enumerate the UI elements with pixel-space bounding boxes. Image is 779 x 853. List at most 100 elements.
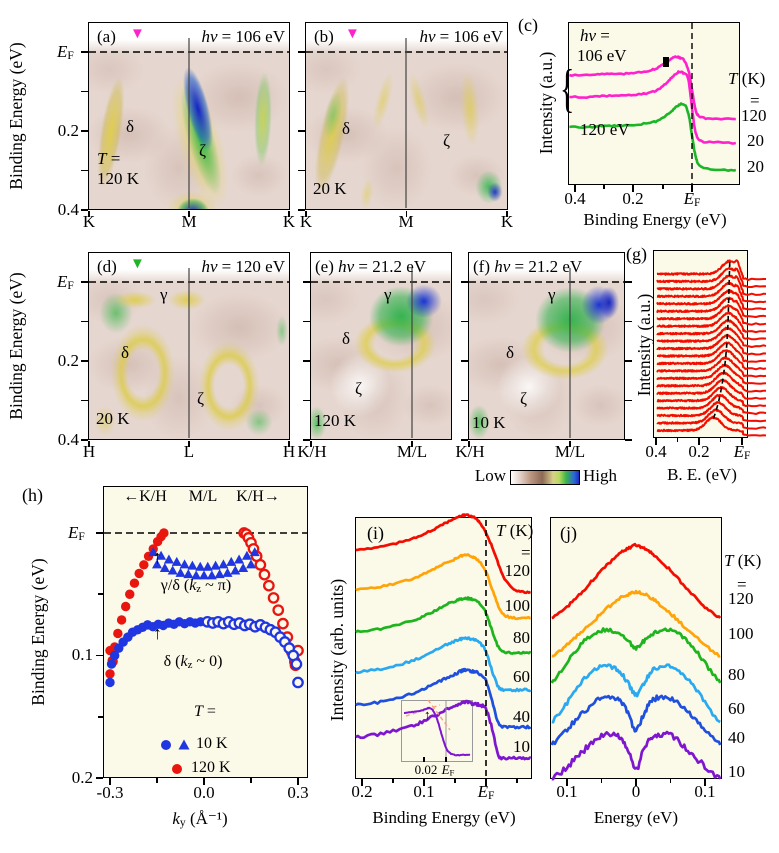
ef-tick-label: EF <box>477 782 495 803</box>
edc-curve-g <box>656 408 767 430</box>
band-label-delta: δ <box>506 343 515 362</box>
band-gradient <box>103 287 167 313</box>
axis-tick <box>297 209 305 211</box>
k-region-label: ←K/H <box>123 488 167 505</box>
panel-a-temp-value: 120 K <box>97 169 140 188</box>
panel-d-id: (d) <box>97 257 117 276</box>
panel-b-hv: hν = 106 eV <box>419 27 503 46</box>
axis-tick <box>98 716 103 718</box>
temp-label: 10 <box>728 762 745 781</box>
panel-e-temp: 120 K <box>314 411 357 430</box>
x-tick-label: M/L <box>396 442 428 461</box>
temp-label: 10 <box>513 737 530 756</box>
panel-h-ylabel: Binding Energy (eV) <box>27 558 48 706</box>
edc-curve-g <box>656 371 767 393</box>
axis-tick <box>625 281 632 283</box>
edc-curve-g <box>656 304 767 326</box>
axis-tick <box>460 281 468 283</box>
band-label-gamma: γ <box>548 285 556 304</box>
axis-tick <box>81 399 88 402</box>
square-marker <box>663 57 669 67</box>
x-tick-label: K/H <box>455 442 485 461</box>
data-point <box>134 568 144 579</box>
data-point <box>254 558 267 571</box>
band-gradient <box>237 401 281 439</box>
band-label-zeta: ζ <box>443 131 451 150</box>
axis-tick <box>423 779 425 786</box>
axis-tick <box>600 779 603 783</box>
edc-curve-g <box>656 319 767 341</box>
axis-tick <box>655 438 657 445</box>
curly-brace: { <box>560 60 575 118</box>
panel-f-temp: 10 K <box>472 413 506 432</box>
axis-tick <box>250 778 252 783</box>
legend-marker-circle-blue <box>161 740 171 750</box>
panel-d-hv: hν = 120 eV <box>201 257 285 276</box>
panel-h-id: (h) <box>22 485 43 505</box>
x-tick-label: 0.1 <box>556 782 578 801</box>
x-tick-label: 0.4 <box>564 189 586 208</box>
band-label-delta: δ <box>342 329 351 348</box>
panel-e-map <box>310 252 452 440</box>
colorbar-low-label: Low <box>474 466 506 485</box>
x-tick-label: K <box>500 212 514 231</box>
data-point <box>110 650 120 661</box>
edc-curve-g <box>656 415 767 437</box>
x-tick-label: M <box>398 212 414 231</box>
sym-edc-curve-j <box>550 627 722 684</box>
axis-tick <box>156 778 158 783</box>
band-label-zeta: ζ <box>199 141 207 160</box>
data-point <box>272 604 285 617</box>
axis-tick <box>288 441 290 447</box>
band-label-gamma: γ <box>384 285 392 304</box>
data-point-triangle <box>159 563 170 573</box>
panel-e-title: (e) hν = 21.2 eV <box>315 257 427 276</box>
data-point-triangle <box>183 569 194 579</box>
axis-tick <box>566 779 568 786</box>
x-tick-label: H <box>282 442 296 461</box>
temp-label: 40 <box>728 728 745 747</box>
x-tick-label: M <box>181 212 197 231</box>
sym-edc-curve-j <box>551 730 722 781</box>
panel-a-id: (a) <box>97 27 116 46</box>
axis-tick <box>302 399 310 402</box>
axis-tick <box>669 779 672 783</box>
inset-guide-line <box>427 699 451 731</box>
axis-tick <box>719 438 722 442</box>
data-point <box>277 617 289 630</box>
edc-curve-g <box>656 296 767 318</box>
panel-g-ylabel: Intensity (a.u.) <box>633 293 654 397</box>
sym-edc-curve-j <box>550 694 722 746</box>
axis-tick <box>81 130 88 132</box>
axis-tick <box>302 281 310 283</box>
axis-tick <box>454 779 456 783</box>
axis-tick <box>423 757 425 762</box>
x-tick-label: 0.2 <box>688 442 710 461</box>
axis-tick <box>96 777 103 779</box>
axis-tick <box>305 211 307 217</box>
arrow-up-icon: ↑ <box>153 623 162 643</box>
temp-label: 100 <box>504 596 531 615</box>
axis-tick <box>81 90 88 93</box>
axis-tick <box>297 778 299 785</box>
temp-label: 60 <box>728 699 745 718</box>
data-point-triangle <box>210 560 221 570</box>
axis-tick <box>109 778 111 785</box>
panel-d-temp: 20 K <box>96 409 130 428</box>
axis-tick <box>405 211 408 217</box>
axis-tick <box>361 779 363 786</box>
axis-tick <box>625 360 632 362</box>
axis-tick <box>302 439 310 441</box>
triangle-marker-icon: ▼ <box>130 26 145 42</box>
triangle-marker-icon: ▼ <box>345 26 360 42</box>
panel-c-xlabel: Binding Energy (eV) <box>583 210 727 229</box>
axis-tick <box>81 439 88 441</box>
axis-tick <box>297 130 305 132</box>
data-point-triangle <box>218 559 229 569</box>
data-point <box>258 568 271 581</box>
axis-tick <box>632 185 634 192</box>
edc-curve-i <box>355 636 532 693</box>
band-label-delta: δ <box>121 343 130 362</box>
data-point-triangle <box>195 561 206 571</box>
panel-g-xlabel: B. E. (eV) <box>667 465 737 484</box>
